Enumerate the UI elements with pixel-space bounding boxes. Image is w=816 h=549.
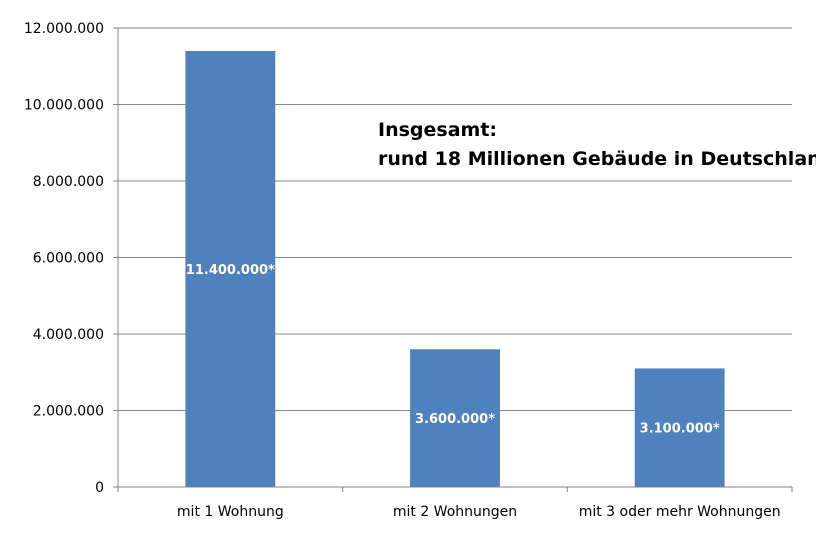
- y-tick-label: 4.000.000: [33, 327, 104, 343]
- bar: [634, 368, 725, 487]
- category-label: mit 3 oder mehr Wohnungen: [579, 504, 781, 520]
- data-label: 3.600.000*: [415, 412, 495, 427]
- category-labels: mit 1 Wohnung mit 2 Wohnungen mit 3 oder m…: [117, 487, 793, 520]
- category-label: mit 2 Wohnungen: [393, 504, 517, 520]
- bar: [185, 50, 276, 487]
- category-label: mit 1 Wohnung: [177, 504, 284, 520]
- y-tick-label: 2.000.000: [33, 404, 104, 420]
- annotation-line-1: Insgesamt:: [378, 119, 498, 141]
- bars: 11.400.000* 3.600.000* 3.100.000*: [185, 50, 725, 487]
- y-tick-label: 12.000.000: [24, 21, 104, 37]
- y-tick-label: 10.000.000: [24, 98, 104, 114]
- y-ticks: 0 2.000.000 4.000.000 6.000.000 8.000.000 10.…: [24, 21, 118, 496]
- y-tick-label: 6.000.000: [33, 251, 104, 267]
- data-label: 11.400.000*: [186, 263, 275, 278]
- y-tick-label: 0: [95, 480, 104, 496]
- chart-annotation: Insgesamt: rund 18 Millionen Gebäude in …: [378, 116, 816, 174]
- data-label: 3.100.000*: [640, 422, 720, 437]
- bar: [410, 349, 500, 487]
- y-tick-label: 8.000.000: [33, 174, 104, 190]
- annotation-line-2: rund 18 Millionen Gebäude in Deutschland: [378, 148, 816, 170]
